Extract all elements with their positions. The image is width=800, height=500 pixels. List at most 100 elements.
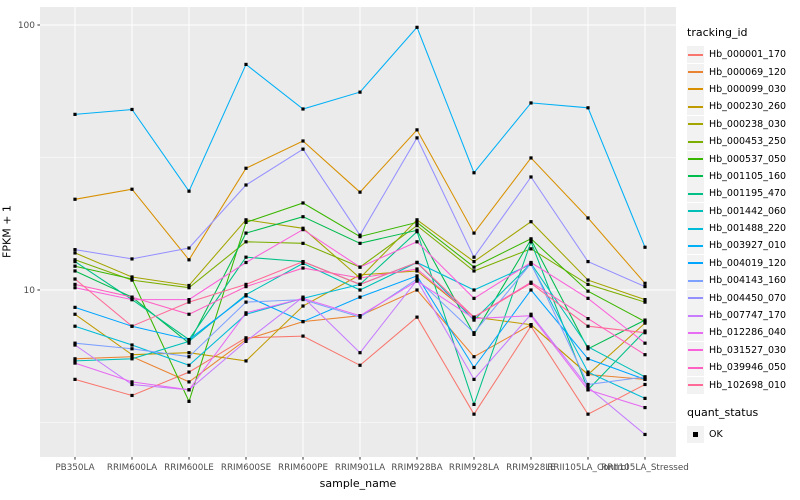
legend-line-swatch-icon: [687, 220, 704, 238]
legend-item: Hb_031527_030: [687, 341, 799, 359]
data-point: [529, 175, 533, 179]
legend-line-swatch-icon: [687, 341, 704, 359]
legend-item-ok: OK: [687, 426, 799, 443]
legend-item: Hb_000230_260: [687, 98, 799, 116]
data-point: [187, 399, 191, 403]
data-point: [187, 341, 191, 345]
data-point: [130, 357, 134, 361]
x-tick-label: RRIM928BA: [391, 463, 442, 473]
data-point: [187, 258, 191, 262]
legend-item: Hb_000537_050: [687, 150, 799, 168]
legend-item-label: Hb_000453_250: [709, 136, 787, 148]
data-point: [586, 412, 590, 416]
data-point: [244, 337, 248, 342]
data-point: [358, 190, 362, 194]
data-point: [472, 331, 476, 335]
legend-item-label: Hb_000238_030: [709, 118, 787, 130]
data-point: [415, 136, 419, 140]
data-point: [358, 288, 362, 292]
data-point: [73, 357, 77, 361]
legend-item-label: Hb_004450_070: [709, 292, 787, 304]
data-point: [586, 278, 590, 282]
x-tick-label: RRIM928LE: [506, 463, 556, 473]
data-point: [358, 363, 362, 367]
data-point: [472, 315, 476, 319]
legend-item: Hb_012286_040: [687, 324, 799, 342]
data-point: [586, 216, 590, 220]
legend-item: Hb_102698_010: [687, 376, 799, 394]
data-point: [358, 282, 362, 286]
data-point: [415, 267, 419, 271]
legend-item: Hb_039946_050: [687, 359, 799, 377]
data-point: [244, 220, 248, 224]
data-point: [643, 329, 647, 333]
legend-title-tracking-id: tracking_id: [687, 26, 748, 39]
legend-item: Hb_004143_160: [687, 272, 799, 290]
legend-item-label: Hb_000230_260: [709, 101, 787, 113]
data-point: [244, 183, 248, 187]
data-point: [415, 218, 419, 222]
data-point: [187, 337, 191, 342]
data-point: [643, 318, 647, 322]
data-point: [301, 215, 305, 219]
data-point: [415, 223, 419, 228]
data-point: [529, 156, 533, 160]
data-point: [643, 297, 647, 302]
data-point: [73, 286, 77, 290]
data-point: [586, 259, 590, 264]
data-point: [586, 382, 590, 387]
data-point: [643, 405, 647, 410]
data-point: [586, 324, 590, 328]
data-point: [529, 101, 533, 105]
ok-square-icon: [687, 426, 704, 443]
y-tick-label: 100: [18, 21, 35, 31]
data-point: [586, 345, 590, 349]
data-point: [130, 257, 134, 261]
data-point: [73, 324, 77, 328]
x-tick-label: RRIM600PE: [278, 463, 328, 473]
data-point: [643, 396, 647, 400]
data-point: [472, 402, 476, 407]
data-point: [130, 393, 134, 398]
legend-item: Hb_001488_220: [687, 220, 799, 238]
data-point: [244, 311, 248, 315]
legend-line-swatch-icon: [687, 185, 704, 203]
legend-title-quant-status: quant_status: [687, 405, 759, 419]
data-point: [130, 107, 134, 112]
data-point: [73, 343, 77, 347]
y-tick-label: 10: [24, 286, 36, 296]
data-point: [586, 289, 590, 293]
data-point: [358, 265, 362, 269]
data-point: [244, 218, 248, 222]
data-point: [472, 377, 476, 381]
legend-item-label: Hb_004143_160: [709, 275, 787, 287]
data-point: [187, 300, 191, 304]
x-tick-label: PB350LA: [55, 463, 94, 473]
data-point: [301, 147, 305, 151]
data-point: [643, 375, 647, 379]
legend-item-label: Hb_039946_050: [709, 362, 787, 374]
data-point: [586, 388, 590, 392]
data-point: [301, 139, 305, 143]
data-point: [529, 237, 533, 242]
data-point: [187, 370, 191, 374]
data-point: [358, 276, 362, 280]
legend-item-label: Hb_031527_030: [709, 344, 787, 356]
data-point: [415, 315, 419, 319]
data-point: [187, 297, 191, 302]
data-point: [73, 112, 77, 116]
legend-line-swatch-icon: [687, 98, 704, 116]
data-point: [472, 265, 476, 269]
data-point: [244, 62, 248, 67]
x-tick-label: RRII105LA_Stressed: [601, 463, 689, 473]
data-point: [244, 359, 248, 363]
data-point: [130, 347, 134, 351]
data-point: [130, 353, 134, 357]
data-point: [529, 323, 533, 327]
x-tick-label: RRII105LA_Control: [547, 463, 629, 473]
data-point: [187, 283, 191, 288]
legend-line-swatch-icon: [687, 324, 704, 342]
data-point: [244, 260, 248, 265]
data-point: [73, 305, 77, 309]
